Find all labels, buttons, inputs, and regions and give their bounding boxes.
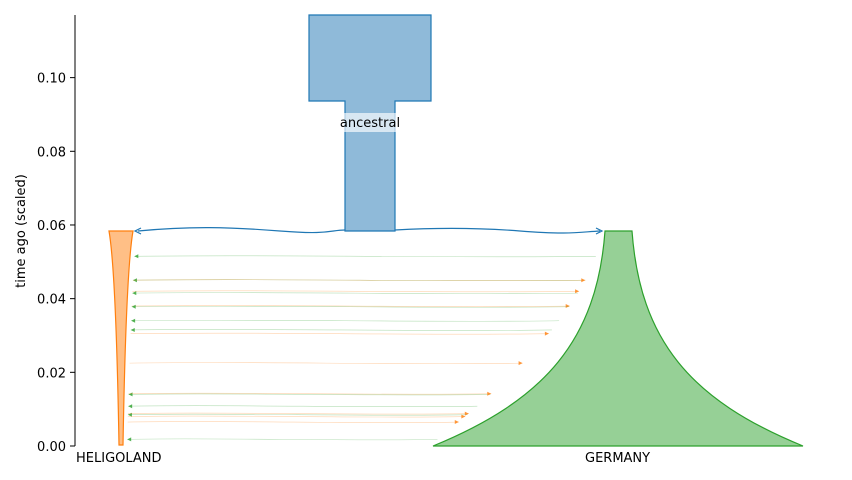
migration-line (130, 332, 549, 335)
germany-label: GERMANY (585, 451, 650, 466)
migration-arrowhead (134, 254, 139, 259)
migration-line (127, 415, 466, 418)
migration-arrowhead (132, 291, 137, 296)
migration-arrowhead (461, 414, 466, 419)
migration-line (130, 329, 552, 331)
migration-line (134, 255, 596, 258)
migration-arrowhead (544, 331, 549, 336)
migration-line (127, 412, 469, 415)
migration-arrowhead (518, 361, 523, 366)
migration-arrowhead (131, 304, 136, 309)
migration-line (131, 319, 560, 322)
migration-arrowhead (575, 289, 580, 294)
y-tick-label: 0.06 (37, 219, 66, 234)
migration-line (127, 413, 468, 416)
migration-line (128, 405, 478, 408)
migration-line (129, 362, 523, 364)
migration-line (127, 438, 438, 441)
migration-line (127, 421, 459, 423)
y-axis-ticks: 0.00 0.02 0.04 0.06 0.08 0.10 (37, 72, 75, 455)
migration-arrowhead (132, 278, 137, 283)
split-arrow-right (595, 227, 604, 235)
migration-line (132, 279, 586, 282)
migration-arrowhead (127, 412, 132, 417)
germany-population-shape (432, 230, 804, 447)
migration-line (131, 305, 570, 307)
split-arrow-left (133, 227, 142, 235)
ancestral-label: ancestral (340, 116, 400, 131)
y-tick-label: 0.00 (37, 440, 66, 455)
y-tick-label: 0.04 (37, 293, 66, 308)
migration-arrowhead (131, 318, 136, 323)
migration-arrowhead (454, 420, 459, 425)
migration-arrowhead (565, 304, 570, 309)
migration-line (131, 305, 570, 308)
heligoland-label: HELIGOLAND (76, 451, 162, 466)
ancestral-label-background (338, 113, 402, 132)
split-connector-line (137, 227, 601, 234)
migration-arrowhead (581, 278, 586, 283)
migration-arrowhead (128, 404, 133, 409)
heligoland-population-shape (108, 230, 134, 446)
migration-arrowhead (128, 392, 133, 397)
migration-line (128, 393, 491, 396)
y-axis-label: time ago (scaled) (14, 174, 29, 288)
y-tick-label: 0.02 (37, 366, 66, 381)
migration-arrowhead (487, 391, 492, 396)
y-tick-label: 0.08 (37, 145, 66, 160)
migration-line (132, 292, 578, 294)
migration-line (128, 392, 492, 395)
migration-arrowhead (464, 411, 469, 416)
migration-lines (127, 254, 596, 442)
migration-line (132, 279, 586, 282)
migration-arrowhead (130, 327, 135, 332)
migration-arrowhead (127, 437, 132, 442)
y-tick-label: 0.10 (37, 72, 66, 87)
migration-line (132, 290, 580, 293)
